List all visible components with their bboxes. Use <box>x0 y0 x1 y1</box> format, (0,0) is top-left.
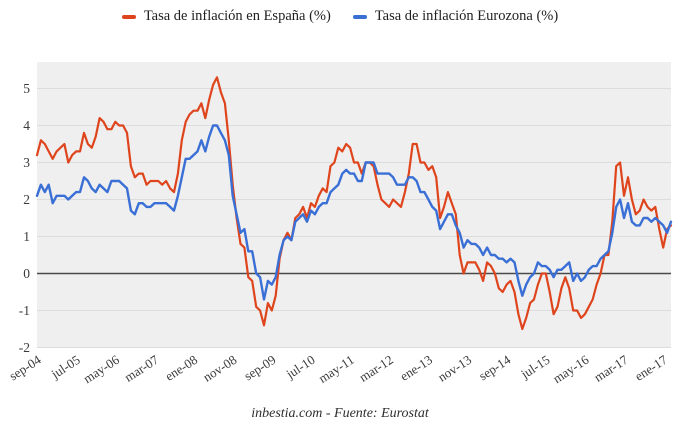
x-tick-label: jul-05 <box>48 352 83 382</box>
x-tick-label: mar-17 <box>591 352 631 385</box>
x-tick-label: may-11 <box>316 352 357 386</box>
chart-source-caption: inbestia.com - Fuente: Eurostat <box>251 406 429 421</box>
y-tick-label: 0 <box>23 266 30 281</box>
x-tick-label: nov-08 <box>200 352 239 385</box>
y-tick-label: 5 <box>23 81 30 96</box>
eurozona-series-swatch <box>352 14 367 19</box>
y-tick-label: 3 <box>23 155 30 170</box>
x-tick-label: ene-08 <box>162 352 200 384</box>
x-tick-label: mar-07 <box>122 352 162 385</box>
x-tick-label: mar-12 <box>356 352 395 385</box>
x-tick-label: jul-10 <box>283 352 318 382</box>
x-tick-label: sep-04 <box>6 352 44 384</box>
eurozona-series-label: Tasa de inflación Eurozona (%) <box>374 8 559 24</box>
espana-series-swatch <box>121 14 136 19</box>
x-tick-label: nov-13 <box>435 352 474 385</box>
x-tick-label: may-06 <box>80 352 122 386</box>
espana-series-line <box>35 76 673 331</box>
y-tick-label: -1 <box>19 303 30 318</box>
y-tick-label: 1 <box>23 229 30 244</box>
espana-series-label: Tasa de inflación en España (%) <box>143 8 331 24</box>
legend-item-eurozona[interactable]: Tasa de inflación Eurozona (%) <box>352 8 559 25</box>
chart-legend: Tasa de inflación en España (%) Tasa de … <box>0 8 680 25</box>
y-tick-label: 4 <box>23 118 30 133</box>
x-tick-label: jul-15 <box>517 352 552 382</box>
eurozona-series-line <box>35 124 673 301</box>
plot-area <box>37 62 671 348</box>
y-tick-label: -2 <box>19 340 30 355</box>
y-tick-label: 2 <box>23 192 30 207</box>
x-tick-label: ene-13 <box>397 352 435 384</box>
x-tick-label: sep-14 <box>476 352 514 384</box>
legend-item-espana[interactable]: Tasa de inflación en España (%) <box>121 8 331 25</box>
x-tick-label: ene-17 <box>632 352 670 384</box>
x-tick-label: sep-09 <box>241 352 278 383</box>
x-tick-label: may-16 <box>550 352 592 386</box>
